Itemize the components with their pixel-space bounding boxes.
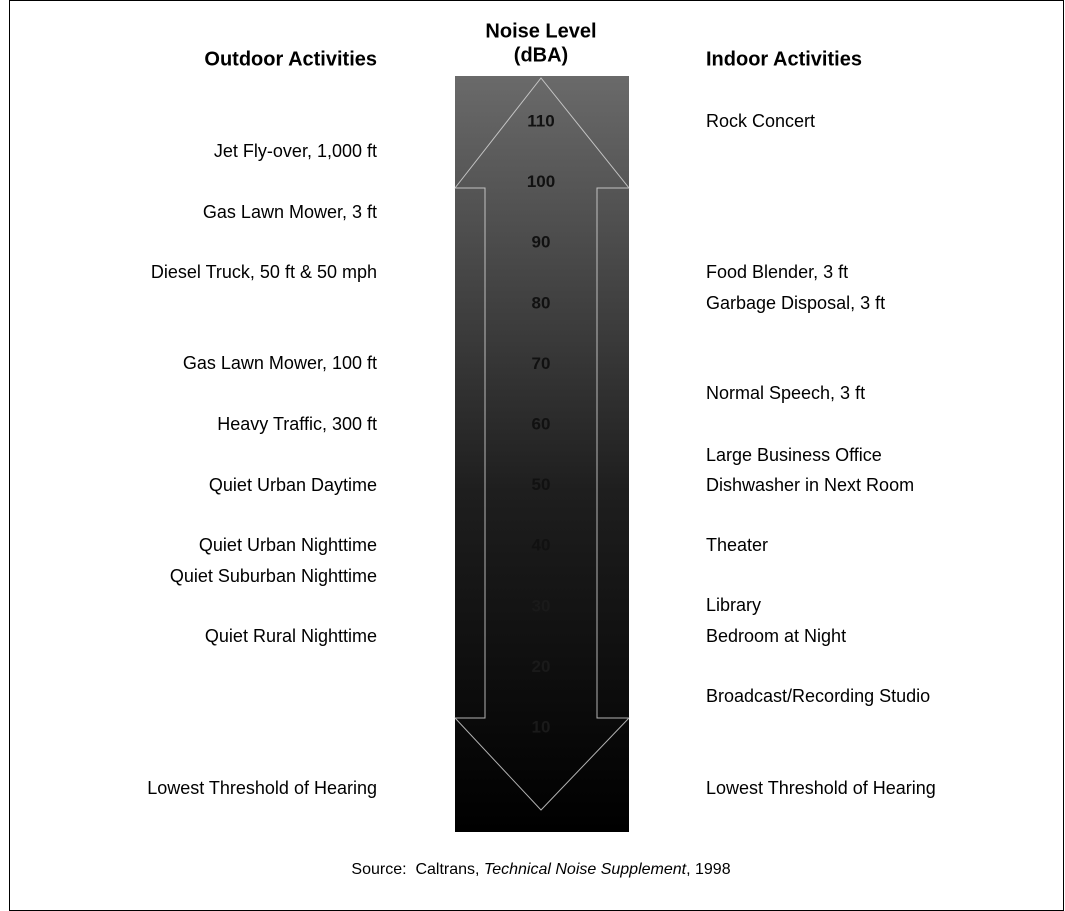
indoor-item: Food Blender, 3 ft [706,262,848,282]
indoor-item: Lowest Threshold of Hearing [706,778,936,798]
outdoor-item: Jet Fly-over, 1,000 ft [214,141,377,161]
outdoor-item: Quiet Suburban Nighttime [170,566,377,586]
indoor-item: Library [706,595,761,615]
indoor-item: Large Business Office [706,445,882,465]
indoor-item: Dishwasher in Next Room [706,475,914,495]
outdoor-item: Quiet Urban Daytime [209,475,377,495]
noise-bar [455,76,629,832]
outdoor-item: Gas Lawn Mower, 100 ft [183,353,377,373]
source-prefix: Source: Caltrans, [351,861,484,878]
indoor-item: Normal Speech, 3 ft [706,383,865,403]
scale-label: 100 [527,172,555,191]
indoor-item: Garbage Disposal, 3 ft [706,293,885,313]
indoor-heading: Indoor Activities [706,48,862,70]
scale-label: 80 [532,293,551,312]
source-suffix: , 1998 [686,861,731,878]
scale-label: 70 [532,354,551,373]
scale-label: 110 [527,111,554,130]
outdoor-item: Quiet Rural Nighttime [205,626,377,646]
outdoor-item: Heavy Traffic, 300 ft [217,414,377,434]
level-heading: Noise Level [485,20,596,42]
arrow-outline [453,77,631,811]
indoor-item: Bedroom at Night [706,626,846,646]
source-title: Technical Noise Supplement [484,861,687,878]
scale: 110 100 90 80 70 60 50 40 30 20 10 [527,111,555,736]
outdoor-heading: Outdoor Activities [204,48,377,70]
scale-label: 30 [532,596,551,615]
outdoor-item: Diesel Truck, 50 ft & 50 mph [151,262,377,282]
scale-label: 60 [532,414,551,433]
scale-label: 20 [532,657,551,676]
indoor-item: Rock Concert [706,111,815,131]
outdoor-item: Lowest Threshold of Hearing [147,778,377,798]
scale-label: 10 [532,717,551,736]
level-heading: (dBA) [514,44,568,66]
indoor-item: Theater [706,535,768,555]
outdoor-item: Quiet Urban Nighttime [199,535,377,555]
scale-label: 40 [532,536,551,555]
indoor-item: Broadcast/Recording Studio [706,686,930,706]
scale-label: 50 [532,475,551,494]
scale-label: 90 [532,233,551,252]
outdoor-item: Gas Lawn Mower, 3 ft [203,202,377,222]
source: Source: Caltrans, Technical Noise Supple… [351,861,730,878]
